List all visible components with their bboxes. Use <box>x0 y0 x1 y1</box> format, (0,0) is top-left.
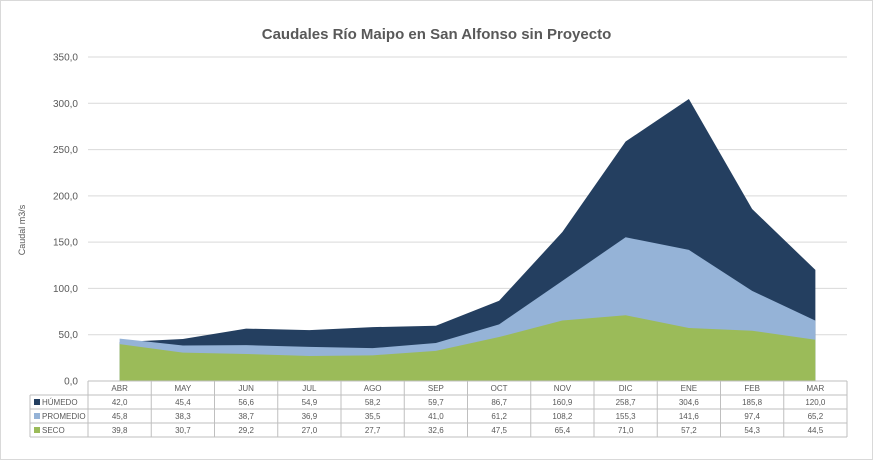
y-tick-label: 0,0 <box>64 377 78 388</box>
data-label: 97,4 <box>744 412 760 421</box>
x-tick-label: SEP <box>428 384 444 393</box>
data-label: 32,6 <box>428 426 444 435</box>
x-tick-label: MAY <box>175 384 192 393</box>
data-label: 160,9 <box>552 398 573 407</box>
chart-title: Caudales Río Maipo en San Alfonso sin Pr… <box>261 26 612 43</box>
data-label: 45,4 <box>175 398 191 407</box>
data-label: 155,3 <box>616 412 637 421</box>
data-label: 38,7 <box>238 412 254 421</box>
x-tick-label: NOV <box>554 384 572 393</box>
y-tick-label: 250,0 <box>53 145 78 156</box>
x-tick-label: DIC <box>619 384 633 393</box>
data-label: 61,2 <box>491 412 507 421</box>
data-label: 65,4 <box>555 426 571 435</box>
data-table: ABR MAY JUN JUL AGO SEP OCT NOV DIC ENE FEB MAR HÚME… <box>29 380 848 438</box>
data-label: 44,5 <box>808 426 824 435</box>
y-tick-label: 100,0 <box>53 284 78 295</box>
data-label: 185,8 <box>742 398 763 407</box>
y-tick-label: 350,0 <box>53 53 78 64</box>
x-tick-label: OCT <box>491 384 508 393</box>
x-tick-label: JUN <box>238 384 254 393</box>
legend-key <box>34 413 40 419</box>
data-label: 38,3 <box>175 412 191 421</box>
data-label: 258,7 <box>616 398 637 407</box>
area-series-seco <box>119 315 816 381</box>
x-tick-label: MAR <box>806 384 824 393</box>
data-label: 304,6 <box>679 398 700 407</box>
legend-label: SECO <box>42 426 65 435</box>
x-tick-label: JUL <box>302 384 317 393</box>
legend-label: PROMEDIO <box>42 412 86 421</box>
data-label: 47,5 <box>491 426 507 435</box>
x-tick-label: AGO <box>364 384 382 393</box>
data-label: 56,6 <box>238 398 254 407</box>
data-label: 86,7 <box>491 398 507 407</box>
data-label: 45,8 <box>112 412 128 421</box>
data-label: 59,7 <box>428 398 444 407</box>
x-tick-label: ENE <box>681 384 697 393</box>
y-axis-ticks: 0,0 50,0 100,0 150,0 200,0 250,0 300,0 350,0 <box>53 53 78 388</box>
data-label: 141,6 <box>679 412 700 421</box>
data-label: 41,0 <box>428 412 444 421</box>
data-label: 54,9 <box>302 398 318 407</box>
data-label: 58,2 <box>365 398 381 407</box>
data-label: 57,2 <box>681 426 697 435</box>
x-tick-label: ABR <box>111 384 128 393</box>
legend-label: HÚMEDO <box>42 398 78 407</box>
x-tick-label: FEB <box>744 384 760 393</box>
y-tick-label: 150,0 <box>53 238 78 249</box>
data-label: 65,2 <box>808 412 824 421</box>
legend-key <box>34 427 40 433</box>
data-label: 120,0 <box>805 398 826 407</box>
data-label: 36,9 <box>302 412 318 421</box>
data-label: 30,7 <box>175 426 191 435</box>
y-tick-label: 200,0 <box>53 191 78 202</box>
data-label: 42,0 <box>112 398 128 407</box>
data-label: 27,0 <box>302 426 318 435</box>
data-label: 35,5 <box>365 412 381 421</box>
data-label: 54,3 <box>744 426 760 435</box>
series-areas <box>119 99 816 381</box>
data-label: 108,2 <box>552 412 573 421</box>
data-label: 39,8 <box>112 426 128 435</box>
data-label: 29,2 <box>238 426 254 435</box>
legend-key <box>34 399 40 405</box>
y-tick-label: 300,0 <box>53 99 78 110</box>
data-label: 71,0 <box>618 426 634 435</box>
data-label: 27,7 <box>365 426 381 435</box>
y-tick-label: 50,0 <box>59 330 79 341</box>
